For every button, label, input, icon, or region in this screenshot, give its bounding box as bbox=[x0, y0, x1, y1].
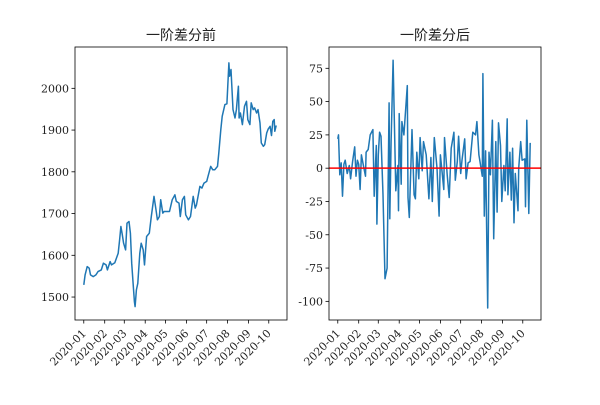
series-line-price bbox=[83, 62, 277, 308]
y-tick-label: 1800 bbox=[41, 166, 69, 179]
subplot-before-diff: 一阶差分前 1500160017001800190020002020-01202… bbox=[41, 27, 288, 368]
axes-frame bbox=[328, 46, 542, 321]
y-tick-label: 1500 bbox=[41, 291, 69, 304]
chart-title: 一阶差分前 bbox=[146, 27, 216, 44]
y-tick-label: 75 bbox=[309, 62, 323, 75]
y-tick-label: 0 bbox=[316, 162, 323, 175]
y-tick-label: 25 bbox=[309, 129, 323, 142]
y-tick-label: 2000 bbox=[41, 82, 69, 95]
subplot-after-diff: 一阶差分后 -100-75-50-2502550752020-012020-02… bbox=[298, 28, 542, 368]
y-tick-label: 1600 bbox=[41, 249, 69, 262]
series-line-diff bbox=[337, 59, 531, 309]
chart-title: 一阶差分后 bbox=[400, 28, 470, 44]
y-tick-label: -75 bbox=[305, 262, 323, 275]
y-tick-label: 1700 bbox=[41, 208, 69, 221]
y-tick-label: -50 bbox=[305, 229, 323, 242]
y-tick-label: 1900 bbox=[41, 124, 69, 137]
y-tick-label: -100 bbox=[298, 295, 323, 308]
y-tick-label: -25 bbox=[305, 195, 323, 208]
y-tick-label: 50 bbox=[309, 96, 323, 109]
axes-frame bbox=[74, 46, 288, 321]
